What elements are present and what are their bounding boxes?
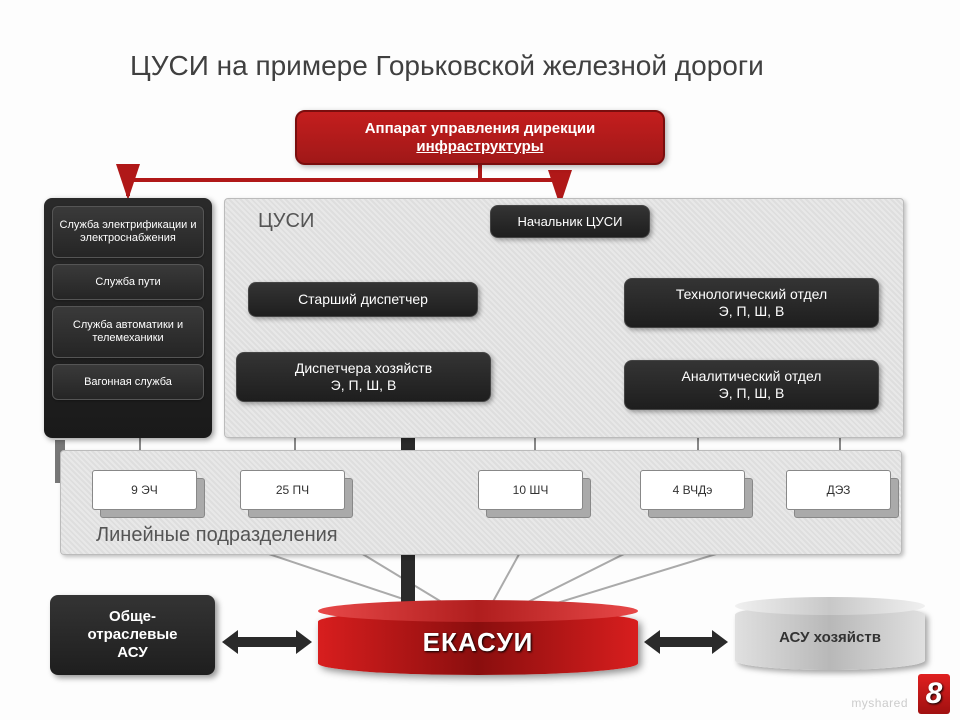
- node-dispatch: Диспетчера хозяйств Э, П, Ш, В: [236, 352, 491, 402]
- service-item: Служба автоматики и телемеханики: [52, 306, 204, 358]
- node-chief: Начальник ЦУСИ: [490, 205, 650, 238]
- cusi-label: ЦУСИ: [258, 210, 314, 233]
- node-analytic: Аналитический отдел Э, П, Ш, В: [624, 360, 879, 410]
- service-item: Служба электрификации и электроснабжения: [52, 206, 204, 258]
- org-header: Аппарат управления дирекцииинфраструктур…: [295, 110, 665, 165]
- node-senior: Старший диспетчер: [248, 282, 478, 317]
- unit-item: ДЭЗ: [786, 470, 891, 510]
- bottom-left-asu: Обще- отраслевые АСУ: [50, 595, 215, 675]
- page-number: 8: [918, 674, 950, 714]
- watermark: myshared: [851, 696, 908, 710]
- services-panel: Служба электрификации и электроснабжения…: [44, 198, 212, 438]
- org-header-line2: инфраструктуры: [416, 138, 543, 155]
- service-item: Вагонная служба: [52, 364, 204, 400]
- unit-item: 10 ШЧ: [478, 470, 583, 510]
- node-tech: Технологический отдел Э, П, Ш, В: [624, 278, 879, 328]
- dbl-arrow-left: [222, 630, 312, 654]
- slide-title: ЦУСИ на примере Горьковской железной дор…: [130, 50, 764, 82]
- service-item: Служба пути: [52, 264, 204, 300]
- dbl-arrow-right: [644, 630, 728, 654]
- org-header-line1: Аппарат управления дирекции: [365, 120, 596, 137]
- asu-cylinder: АСУ хозяйств: [735, 605, 925, 670]
- unit-item: 25 ПЧ: [240, 470, 345, 510]
- unit-item: 9 ЭЧ: [92, 470, 197, 510]
- linear-label: Линейные подразделения: [96, 524, 338, 547]
- ekasui-cylinder: ЕКАСУИ: [318, 610, 638, 675]
- unit-item: 4 ВЧДэ: [640, 470, 745, 510]
